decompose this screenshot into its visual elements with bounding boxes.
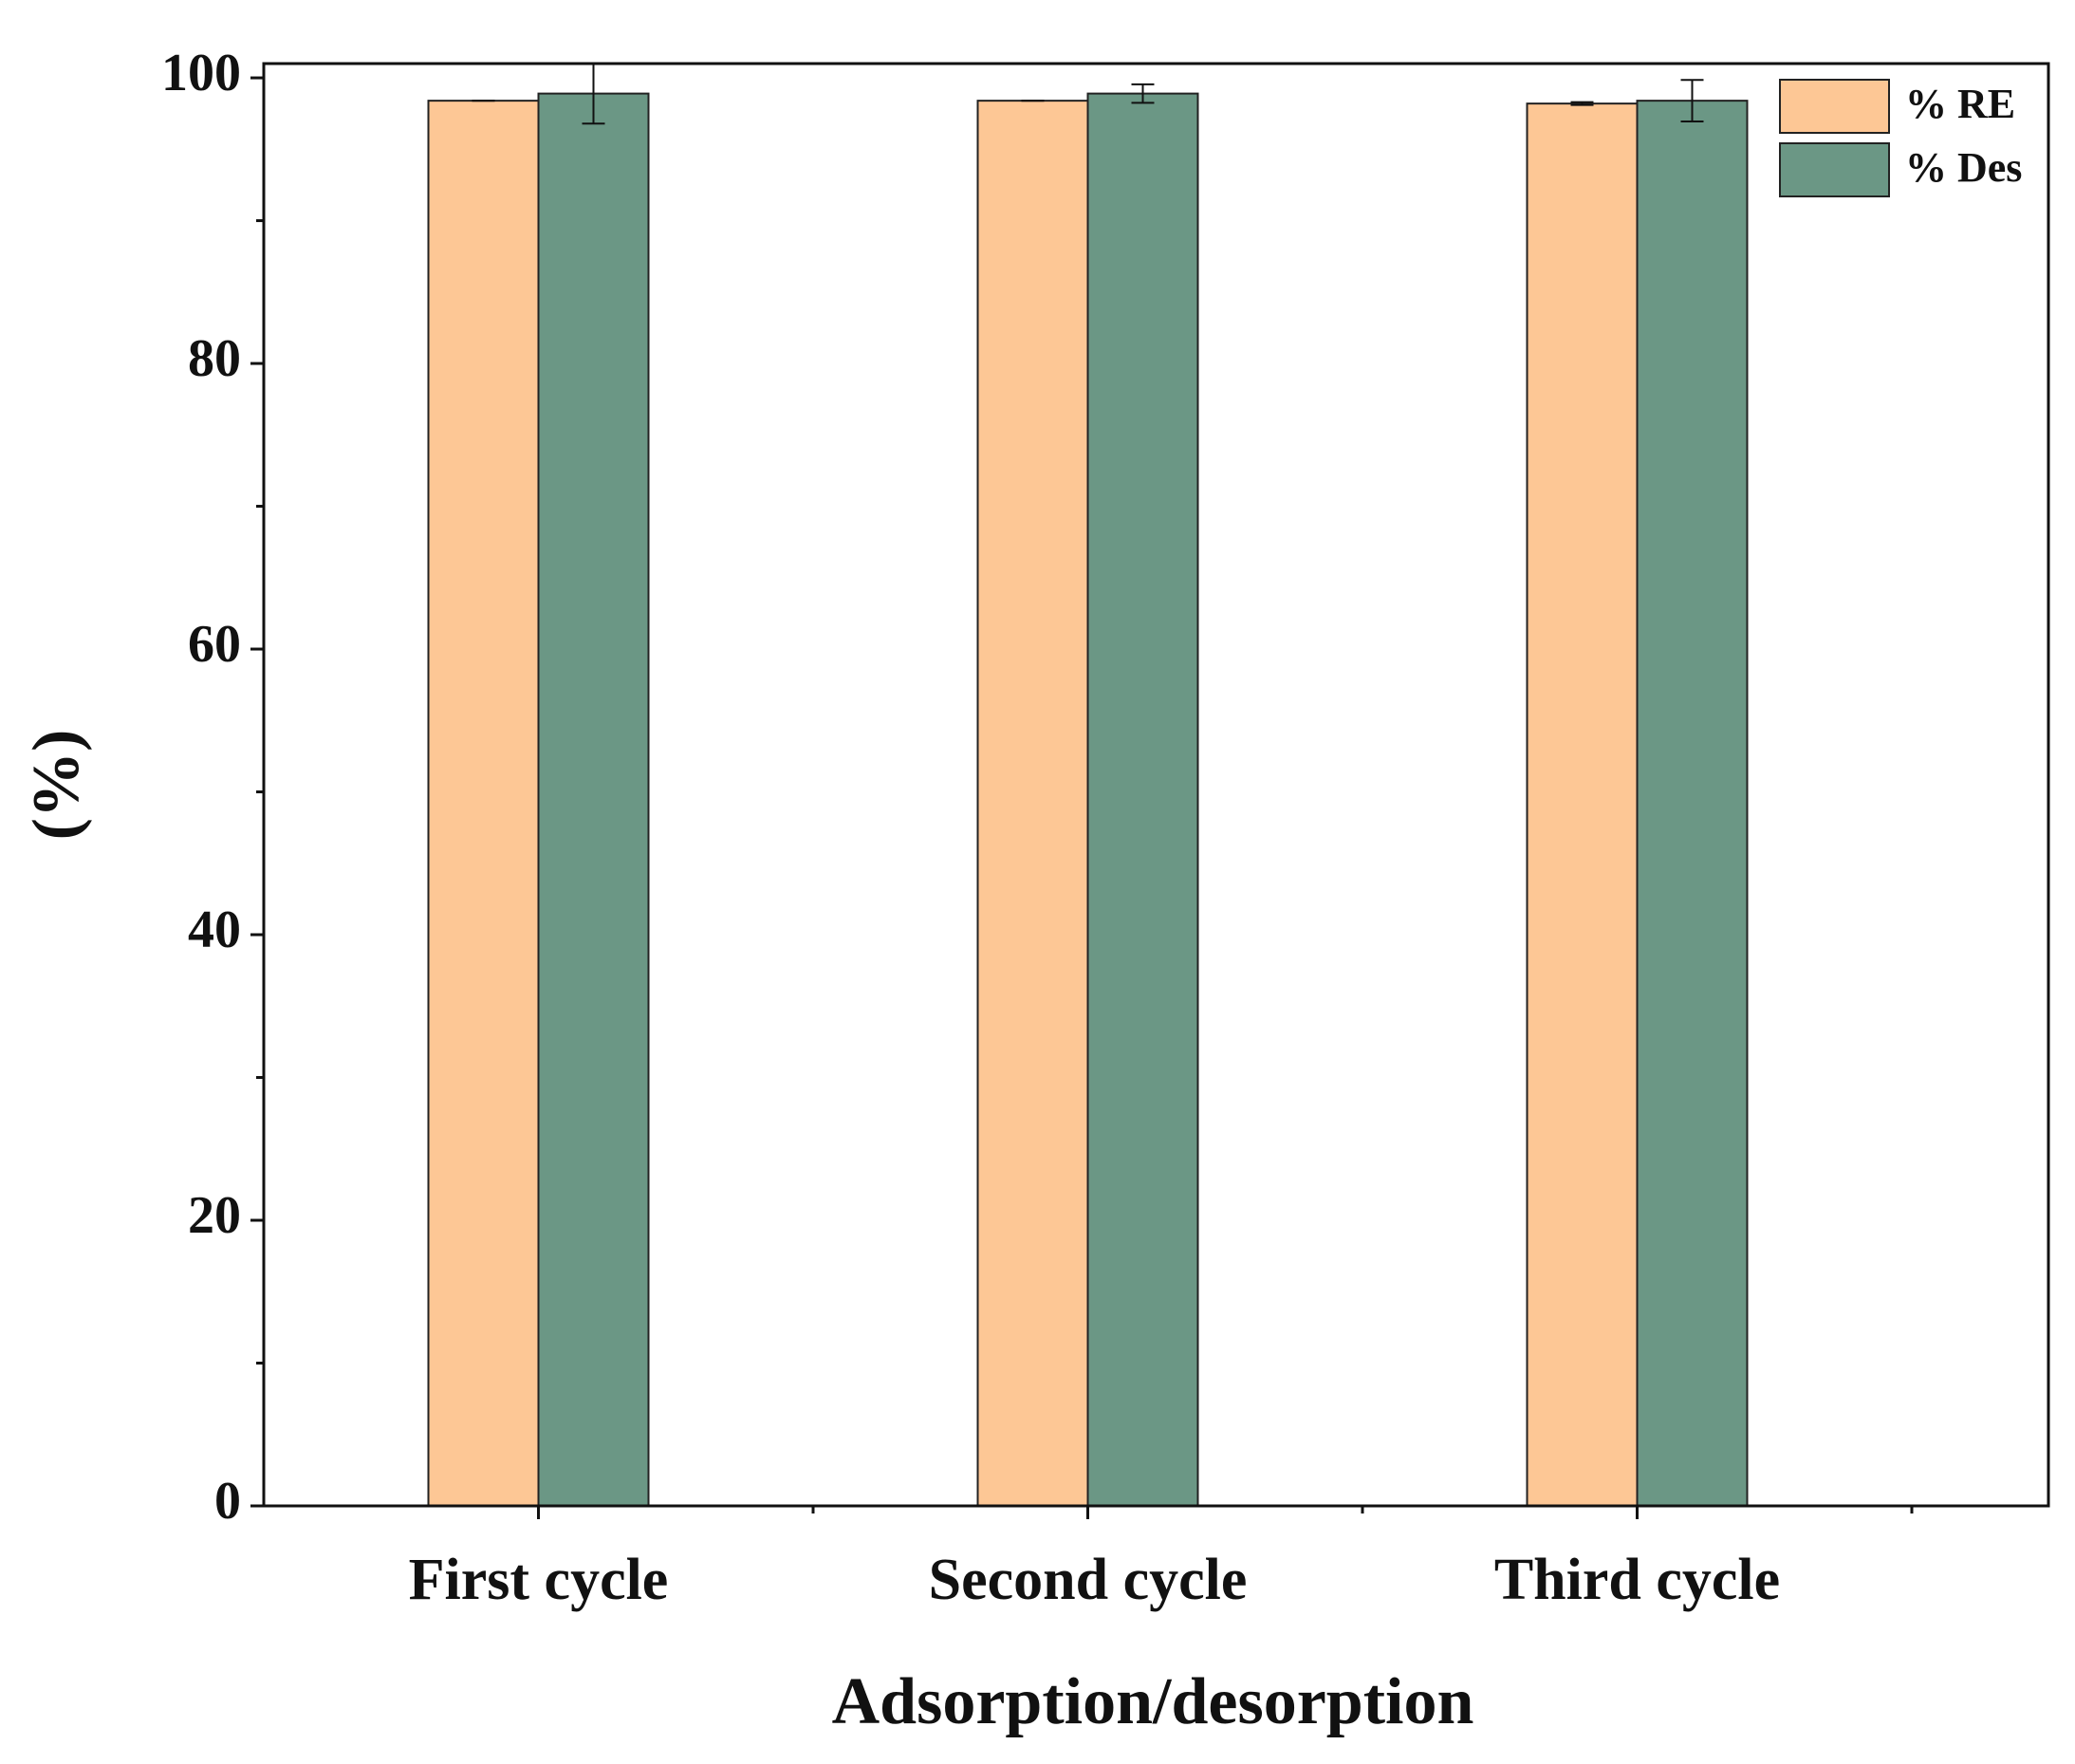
- y-tick-label: 60: [188, 615, 241, 674]
- bar: [976, 100, 1089, 1508]
- x-axis-title: Adsorption/desorption: [832, 1665, 1474, 1738]
- error-bar: [1570, 101, 1594, 106]
- x-tick-label: First cycle: [409, 1548, 669, 1612]
- y-tick-label: 0: [214, 1472, 241, 1531]
- error-bar: [1680, 79, 1704, 122]
- y-tick-label: 20: [188, 1186, 241, 1245]
- bar: [1526, 102, 1639, 1507]
- y-axis-title: (%): [20, 730, 93, 841]
- plot-frame: [262, 62, 2050, 1508]
- y-tick-label: 40: [188, 901, 241, 959]
- x-tick-label: Third cycle: [1494, 1548, 1780, 1612]
- legend-swatch: [1779, 142, 1890, 197]
- legend-label: % Des: [1905, 144, 2022, 191]
- bar: [1636, 100, 1749, 1508]
- bar: [1086, 92, 1199, 1507]
- x-tick-label: Second cycle: [929, 1548, 1248, 1612]
- bar: [427, 100, 540, 1508]
- legend-swatch: [1779, 79, 1890, 134]
- bar: [537, 92, 650, 1507]
- y-tick-label: 100: [161, 44, 241, 102]
- legend-label: % RE: [1905, 81, 2015, 127]
- y-tick-label: 80: [188, 329, 241, 388]
- error-bar: [1131, 83, 1155, 104]
